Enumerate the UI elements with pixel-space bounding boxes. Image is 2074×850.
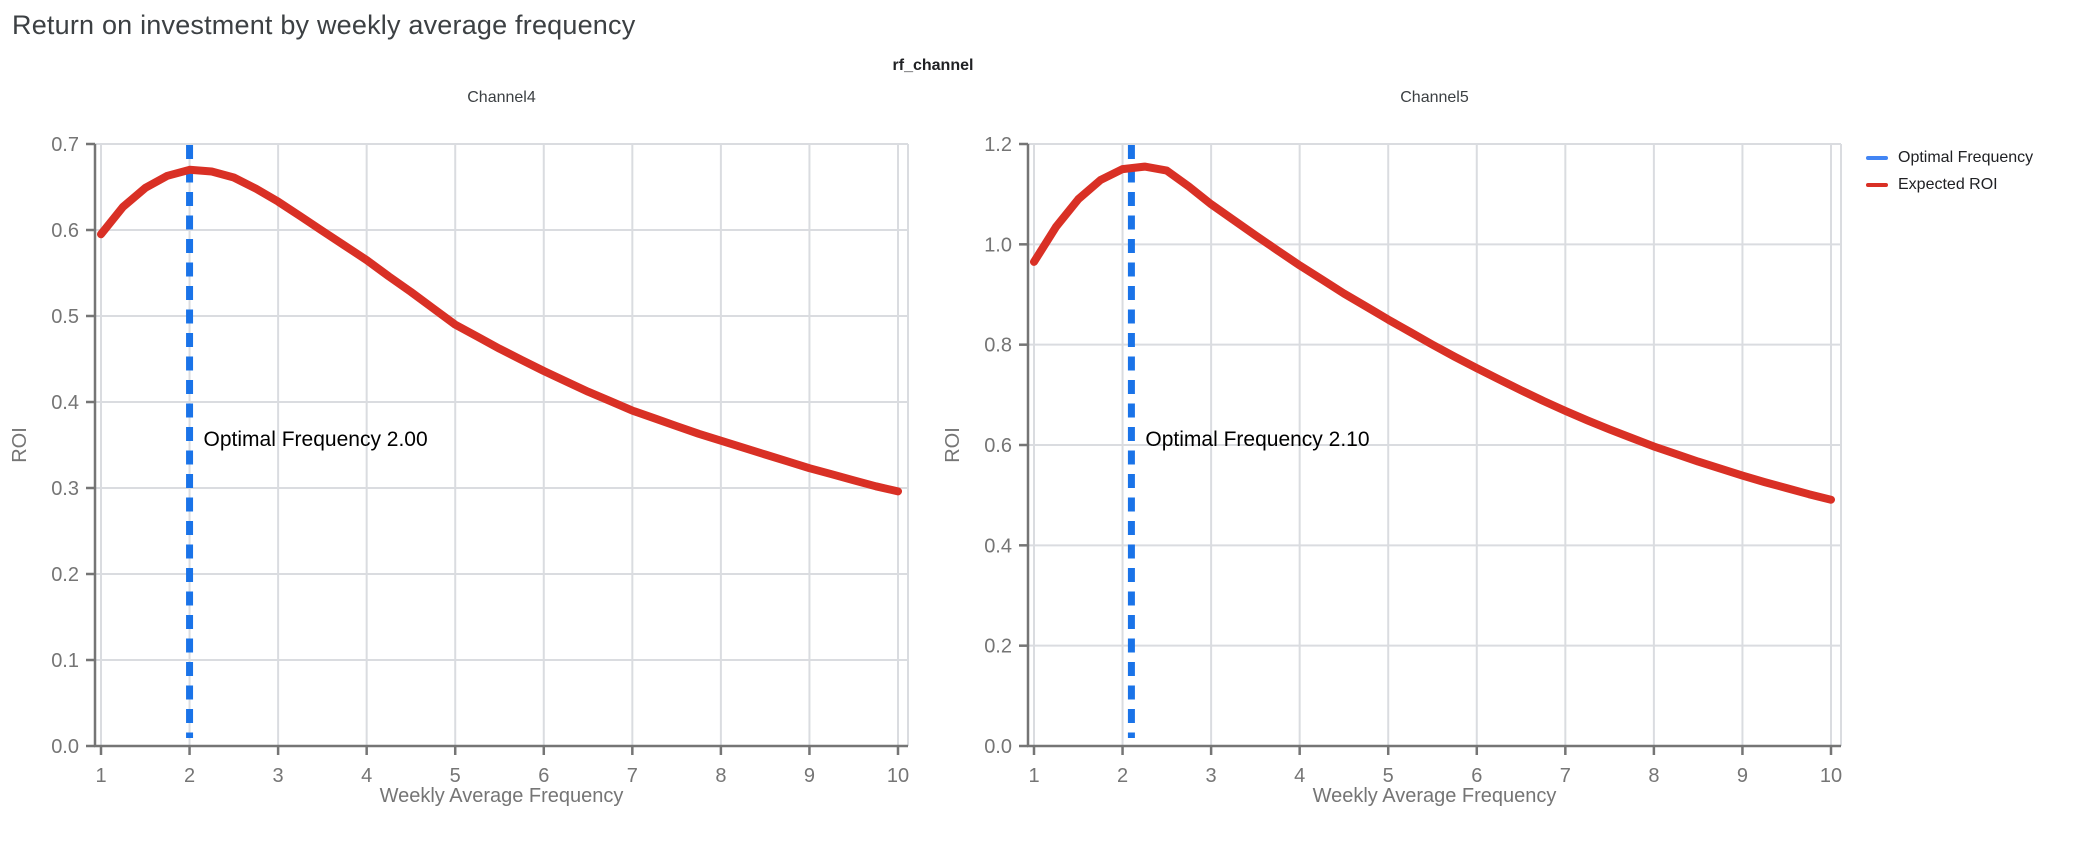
figure-subtitle: rf_channel bbox=[892, 57, 974, 74]
x-tick-label: 6 bbox=[1471, 765, 1482, 787]
y-tick-label: 0.0 bbox=[51, 736, 79, 758]
y-tick-label: 0.1 bbox=[51, 650, 79, 672]
x-axis-title: Weekly Average Frequency bbox=[1313, 785, 1557, 807]
legend-label: Optimal Frequency bbox=[1898, 149, 2034, 166]
x-tick-label: 1 bbox=[1028, 765, 1039, 787]
x-tick-label: 10 bbox=[887, 765, 909, 787]
x-axis-title: Weekly Average Frequency bbox=[380, 785, 624, 807]
expected-roi-curve bbox=[1030, 162, 1835, 504]
y-tick-label: 0.0 bbox=[984, 736, 1012, 758]
y-tick-label: 0.5 bbox=[51, 306, 79, 328]
y-tick-label: 0.6 bbox=[984, 435, 1012, 457]
x-tick-label: 4 bbox=[1294, 765, 1305, 787]
legend-item-expected-roi: Expected ROI bbox=[1866, 176, 2072, 194]
subplot-title-channel5: Channel5 bbox=[1400, 89, 1469, 106]
y-tick-label: 0.2 bbox=[984, 636, 1012, 658]
y-tick-label: 0.4 bbox=[51, 392, 79, 414]
legend-label: Expected ROI bbox=[1898, 176, 1998, 193]
x-tick-label: 7 bbox=[627, 765, 638, 787]
y-tick-label: 1.0 bbox=[984, 234, 1012, 256]
x-tick-label: 4 bbox=[361, 765, 372, 787]
x-tick-label: 8 bbox=[1648, 765, 1659, 787]
channel4-plot: 0.0 0.1 0.2 0.3 0.4 0.5 0.6 0.7 1 2 3 4 5 6 7 8 9 10 ROI We… bbox=[9, 134, 909, 807]
y-tick-label: 0.4 bbox=[984, 535, 1012, 557]
legend-item-optimal-frequency: Optimal Frequency bbox=[1866, 149, 2072, 167]
expected-roi-line-icon bbox=[1866, 183, 1888, 187]
y-tick-label: 0.3 bbox=[51, 478, 79, 500]
charts-row: Channel4 0.0 0.1 0.2 0.3 0.4 0.5 0.6 0.7 1 2 3 4 5 6 7… bbox=[0, 77, 2074, 812]
y-tick-label: 0.7 bbox=[51, 134, 79, 156]
y-tick-label: 0.8 bbox=[984, 335, 1012, 357]
x-tick-label: 3 bbox=[1206, 765, 1217, 787]
y-axis-title: ROI bbox=[942, 427, 964, 463]
optimal-frequency-annotation: Optimal Frequency 2.10 bbox=[1145, 428, 1369, 451]
y-tick-label: 1.2 bbox=[984, 134, 1012, 156]
x-tick-label: 5 bbox=[1383, 765, 1394, 787]
x-tick-label: 8 bbox=[715, 765, 726, 787]
optimal-frequency-line-icon bbox=[1866, 156, 1888, 160]
optimal-frequency-annotation: Optimal Frequency 2.00 bbox=[204, 428, 428, 451]
x-tick-label: 9 bbox=[804, 765, 815, 787]
expected-roi-curve bbox=[97, 165, 902, 496]
page: Return on investment by weekly average f… bbox=[0, 10, 2074, 850]
y-tick-label: 0.6 bbox=[51, 220, 79, 242]
subplot-title-channel4: Channel4 bbox=[467, 89, 536, 106]
x-tick-label: 7 bbox=[1560, 765, 1571, 787]
page-title: Return on investment by weekly average f… bbox=[12, 10, 636, 40]
x-tick-label: 3 bbox=[273, 765, 284, 787]
x-tick-label: 9 bbox=[1737, 765, 1748, 787]
x-tick-label: 5 bbox=[450, 765, 461, 787]
subplot-channel5: Channel5 0.0 0.2 0.4 0.6 0.8 1.0 1.2 1 2 3 4 5 6 7 8 9 1… bbox=[933, 77, 1866, 812]
x-tick-label: 2 bbox=[1117, 765, 1128, 787]
y-tick-label: 0.2 bbox=[51, 564, 79, 586]
channel5-plot: 0.0 0.2 0.4 0.6 0.8 1.0 1.2 1 2 3 4 5 6 7 8 9 10 ROI Weekl… bbox=[942, 134, 1842, 807]
x-tick-label: 10 bbox=[1820, 765, 1842, 787]
y-axis-title: ROI bbox=[9, 427, 31, 463]
x-tick-label: 6 bbox=[538, 765, 549, 787]
legend: Optimal Frequency Expected ROI bbox=[1866, 77, 2072, 812]
x-tick-label: 2 bbox=[184, 765, 195, 787]
x-tick-label: 1 bbox=[95, 765, 106, 787]
subplot-channel4: Channel4 0.0 0.1 0.2 0.3 0.4 0.5 0.6 0.7 1 2 3 4 5 6 7… bbox=[0, 77, 933, 812]
